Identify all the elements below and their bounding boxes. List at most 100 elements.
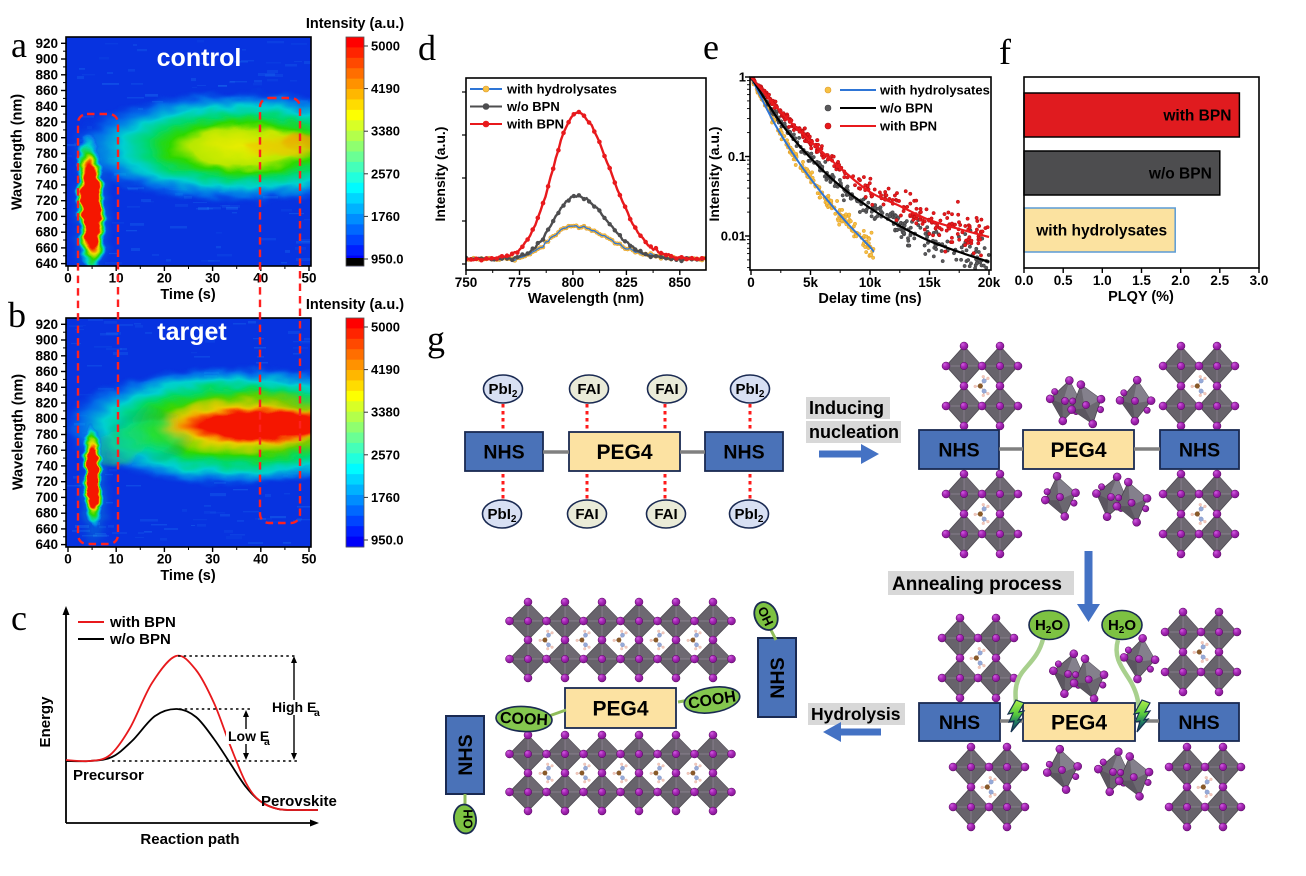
- svg-text:780: 780: [35, 427, 58, 442]
- svg-text:Wavelength (nm): Wavelength (nm): [11, 374, 27, 490]
- svg-text:with hydrolysates: with hydrolysates: [506, 82, 617, 97]
- svg-text:780: 780: [35, 146, 58, 161]
- svg-text:FAI: FAI: [575, 506, 598, 523]
- svg-text:Time (s): Time (s): [160, 287, 216, 303]
- svg-text:3380: 3380: [371, 124, 400, 139]
- svg-text:2.0: 2.0: [1171, 273, 1190, 288]
- svg-text:0.0: 0.0: [1015, 273, 1034, 288]
- svg-text:0: 0: [64, 271, 72, 286]
- svg-text:e: e: [703, 27, 719, 67]
- svg-text:3.0: 3.0: [1250, 273, 1269, 288]
- svg-text:900: 900: [35, 333, 58, 348]
- svg-text:NHS: NHS: [939, 712, 980, 734]
- svg-text:0.1: 0.1: [728, 149, 746, 164]
- svg-text:30: 30: [205, 552, 220, 567]
- svg-text:0.5: 0.5: [1054, 273, 1073, 288]
- svg-text:920: 920: [35, 317, 58, 332]
- svg-text:nucleation: nucleation: [809, 422, 899, 442]
- svg-text:5k: 5k: [803, 275, 819, 290]
- svg-text:15k: 15k: [918, 275, 941, 290]
- svg-text:d: d: [418, 28, 436, 68]
- svg-text:760: 760: [35, 162, 58, 177]
- svg-text:a: a: [11, 25, 27, 65]
- svg-text:with BPN: with BPN: [506, 117, 564, 132]
- svg-text:control: control: [157, 44, 242, 72]
- svg-text:Intensity (a.u.): Intensity (a.u.): [306, 297, 404, 313]
- svg-text:50: 50: [301, 552, 316, 567]
- svg-text:10: 10: [109, 271, 124, 286]
- svg-text:FAI: FAI: [654, 506, 677, 523]
- svg-text:1.5: 1.5: [1132, 273, 1151, 288]
- svg-text:740: 740: [35, 177, 58, 192]
- svg-text:860: 860: [35, 364, 58, 379]
- svg-text:20k: 20k: [978, 275, 1001, 290]
- svg-text:with BPN: with BPN: [879, 119, 937, 134]
- svg-text:NHS: NHS: [767, 657, 789, 698]
- svg-text:COOH: COOH: [500, 710, 549, 729]
- svg-text:w/o BPN: w/o BPN: [109, 631, 171, 648]
- svg-text:H2O: H2O: [1108, 617, 1136, 636]
- svg-text:5000: 5000: [371, 320, 400, 335]
- svg-text:820: 820: [35, 396, 58, 411]
- svg-text:700: 700: [35, 209, 58, 224]
- svg-text:FAI: FAI: [577, 381, 600, 398]
- svg-text:target: target: [157, 318, 227, 346]
- svg-text:700: 700: [35, 490, 58, 505]
- svg-text:FAI: FAI: [655, 381, 678, 398]
- svg-text:900: 900: [35, 52, 58, 67]
- svg-text:Perovskite: Perovskite: [261, 793, 337, 810]
- svg-text:1760: 1760: [371, 490, 400, 505]
- svg-text:PLQY (%): PLQY (%): [1108, 289, 1174, 305]
- svg-text:660: 660: [35, 521, 58, 536]
- svg-text:800: 800: [35, 130, 58, 145]
- svg-text:2570: 2570: [371, 447, 400, 462]
- svg-text:880: 880: [35, 348, 58, 363]
- svg-text:0.01: 0.01: [721, 229, 746, 244]
- svg-text:10: 10: [109, 552, 124, 567]
- svg-text:with BPN: with BPN: [1162, 108, 1231, 125]
- svg-text:640: 640: [35, 537, 58, 552]
- svg-text:920: 920: [35, 36, 58, 51]
- svg-text:with BPN: with BPN: [109, 614, 176, 631]
- svg-text:H2O: H2O: [1035, 617, 1063, 636]
- svg-text:950.0: 950.0: [371, 533, 404, 548]
- svg-text:2570: 2570: [371, 166, 400, 181]
- svg-text:c: c: [11, 598, 27, 638]
- svg-text:w/o BPN: w/o BPN: [506, 99, 560, 114]
- svg-text:840: 840: [35, 99, 58, 114]
- svg-text:0: 0: [64, 552, 72, 567]
- svg-text:a: a: [314, 707, 320, 719]
- svg-text:Hydrolysis: Hydrolysis: [811, 704, 901, 724]
- svg-text:40: 40: [253, 552, 268, 567]
- svg-text:860: 860: [35, 83, 58, 98]
- svg-text:950.0: 950.0: [371, 252, 404, 267]
- svg-text:Inducing: Inducing: [809, 398, 884, 418]
- svg-text:0: 0: [747, 275, 755, 290]
- svg-text:PbI2: PbI2: [735, 506, 764, 525]
- svg-text:680: 680: [35, 225, 58, 240]
- svg-text:Reaction path: Reaction path: [140, 831, 239, 848]
- svg-text:Annealing process: Annealing process: [892, 574, 1062, 595]
- svg-text:775: 775: [508, 275, 531, 290]
- svg-text:with hydrolysates: with hydrolysates: [879, 83, 990, 98]
- svg-text:1760: 1760: [371, 209, 400, 224]
- svg-text:3380: 3380: [371, 405, 400, 420]
- svg-text:NHS: NHS: [1179, 440, 1220, 462]
- svg-text:High E: High E: [272, 699, 316, 715]
- svg-text:f: f: [999, 32, 1011, 72]
- svg-text:Precursor: Precursor: [73, 767, 144, 784]
- svg-text:800: 800: [562, 275, 585, 290]
- svg-text:NHS: NHS: [1178, 712, 1219, 734]
- svg-text:NHS: NHS: [455, 734, 477, 775]
- svg-text:1: 1: [739, 70, 746, 85]
- svg-text:Low E: Low E: [228, 728, 269, 744]
- svg-text:740: 740: [35, 458, 58, 473]
- svg-text:OH: OH: [460, 809, 475, 829]
- svg-text:Intensity (a.u.): Intensity (a.u.): [432, 127, 448, 222]
- svg-text:20: 20: [157, 271, 172, 286]
- svg-text:30: 30: [205, 271, 220, 286]
- svg-text:Wavelength (nm): Wavelength (nm): [10, 94, 26, 210]
- svg-text:Delay time (ns): Delay time (ns): [818, 291, 921, 307]
- svg-text:Energy: Energy: [37, 696, 54, 748]
- svg-text:5000: 5000: [371, 39, 400, 54]
